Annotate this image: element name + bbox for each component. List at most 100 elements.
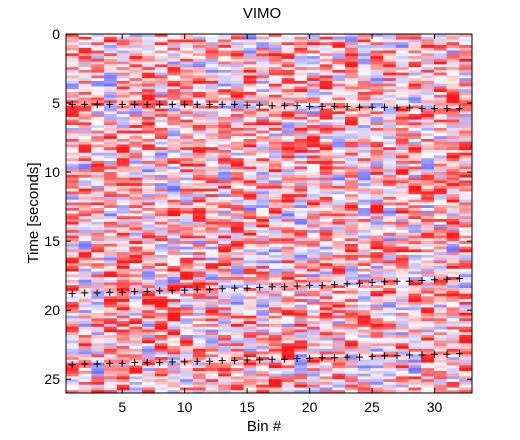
heatmap-cell xyxy=(192,138,207,143)
heatmap-cell xyxy=(459,252,473,256)
heatmap-cell xyxy=(357,103,371,107)
heatmap-cell xyxy=(104,61,118,65)
heatmap-cell xyxy=(91,152,105,157)
heatmap-cell xyxy=(192,307,207,311)
heatmap-cell xyxy=(192,174,207,179)
heatmap-cell xyxy=(167,221,181,226)
heatmap-cell xyxy=(332,282,346,286)
heatmap-cell xyxy=(281,346,295,350)
heatmap-cell xyxy=(446,155,460,159)
heatmap-cell xyxy=(116,323,130,328)
heatmap-cell xyxy=(370,69,384,74)
heatmap-cell xyxy=(142,207,156,212)
heatmap-cell xyxy=(230,149,245,154)
heatmap-cell xyxy=(91,83,105,87)
heatmap-cell xyxy=(307,161,321,165)
heatmap-cell xyxy=(192,42,207,46)
heatmap-cell xyxy=(230,34,245,38)
heatmap-cell xyxy=(142,158,156,162)
heatmap-cell xyxy=(104,86,118,90)
heatmap-cell xyxy=(167,177,181,181)
heatmap-cell xyxy=(154,307,168,311)
heatmap-cell xyxy=(294,274,308,278)
heatmap-cell xyxy=(319,180,333,184)
heatmap-cell xyxy=(167,161,181,165)
heatmap-cell xyxy=(205,230,219,234)
heatmap-cell xyxy=(421,368,435,372)
heatmap-cell xyxy=(446,254,460,259)
marker-plus xyxy=(106,100,114,108)
heatmap-cell xyxy=(433,277,448,281)
heatmap-cell xyxy=(78,72,92,76)
heatmap-cell xyxy=(459,307,473,311)
heatmap-cell xyxy=(66,196,80,201)
heatmap-cell xyxy=(116,304,130,308)
heatmap-cell xyxy=(332,80,346,85)
heatmap-cell xyxy=(142,321,156,325)
heatmap-cell xyxy=(357,362,371,366)
heatmap-cell xyxy=(154,144,168,148)
heatmap-cell xyxy=(243,277,257,281)
heatmap-cell xyxy=(433,205,448,209)
heatmap-cell xyxy=(192,368,207,372)
heatmap-cell xyxy=(319,332,333,336)
heatmap-cell xyxy=(91,260,105,264)
heatmap-cell xyxy=(383,307,397,311)
heatmap-cell xyxy=(243,125,257,129)
heatmap-cell xyxy=(78,238,92,242)
heatmap-cell xyxy=(345,89,359,93)
heatmap-cell xyxy=(383,100,397,104)
heatmap-cell xyxy=(383,346,397,350)
heatmap-cell xyxy=(205,177,219,181)
heatmap-cell xyxy=(408,188,422,192)
heatmap-cell xyxy=(433,254,448,259)
heatmap-cell xyxy=(205,94,219,99)
heatmap-cell xyxy=(91,379,105,383)
heatmap-cell xyxy=(383,64,397,68)
heatmap-cell xyxy=(408,114,422,118)
heatmap-cell xyxy=(116,119,130,123)
heatmap-cell xyxy=(167,227,181,231)
heatmap-cell xyxy=(345,265,359,270)
heatmap-cell xyxy=(446,326,460,330)
heatmap-cell xyxy=(180,133,194,137)
heatmap-cell xyxy=(459,343,473,347)
heatmap-cell xyxy=(269,119,283,123)
marker-plus xyxy=(406,104,413,112)
heatmap-cell xyxy=(421,91,435,96)
heatmap-cell xyxy=(230,335,245,339)
heatmap-cell xyxy=(243,323,257,328)
heatmap-cell xyxy=(66,232,80,237)
heatmap-cell xyxy=(307,80,321,85)
heatmap-cell xyxy=(421,80,435,85)
heatmap-cell xyxy=(154,149,168,154)
heatmap-cell xyxy=(243,340,257,344)
heatmap-cell xyxy=(66,97,80,101)
heatmap-cell xyxy=(281,315,295,319)
heatmap-cell xyxy=(218,172,232,176)
heatmap-cell xyxy=(307,301,321,306)
heatmap-cell xyxy=(332,94,346,99)
heatmap-cell xyxy=(180,323,194,328)
heatmap-cell xyxy=(395,161,410,165)
heatmap-cell xyxy=(294,351,308,355)
heatmap-cell xyxy=(154,340,168,344)
heatmap-cell xyxy=(78,288,92,292)
heatmap-cell xyxy=(154,346,168,350)
heatmap-cell xyxy=(180,387,194,391)
heatmap-cell xyxy=(319,321,333,325)
heatmap-cell xyxy=(357,202,371,206)
heatmap-cell xyxy=(192,72,207,76)
heatmap-cell xyxy=(281,89,295,93)
heatmap-cell xyxy=(180,119,194,123)
heatmap-cell xyxy=(370,277,384,281)
heatmap-cell xyxy=(433,329,448,333)
heatmap-cell xyxy=(129,288,143,292)
heatmap-cell xyxy=(459,83,473,87)
heatmap-cell xyxy=(66,387,80,391)
heatmap-cell xyxy=(370,50,384,54)
heatmap-cell xyxy=(281,100,295,104)
heatmap-cell xyxy=(104,285,118,289)
heatmap-cell xyxy=(319,122,333,126)
heatmap-cell xyxy=(192,191,207,195)
